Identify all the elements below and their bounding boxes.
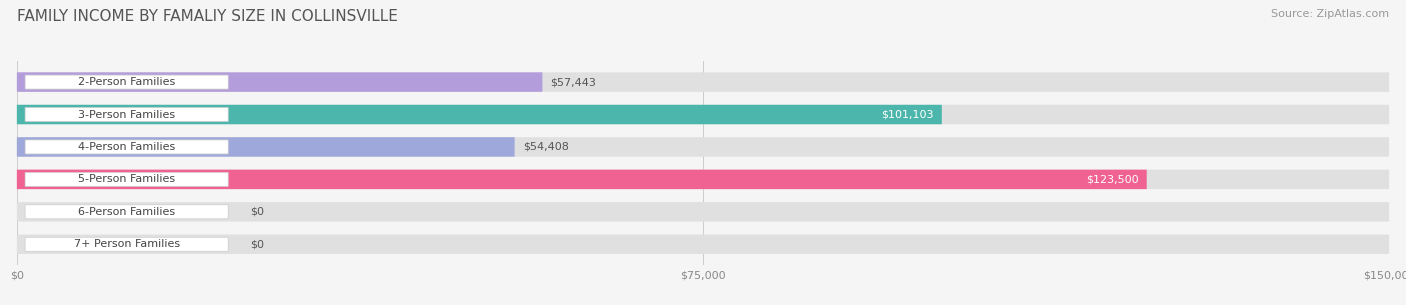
Text: $0: $0 — [250, 239, 264, 249]
Text: $101,103: $101,103 — [882, 109, 934, 120]
Text: $0: $0 — [250, 207, 264, 217]
FancyBboxPatch shape — [25, 237, 228, 251]
Text: $123,500: $123,500 — [1085, 174, 1139, 185]
FancyBboxPatch shape — [17, 72, 543, 92]
FancyBboxPatch shape — [25, 108, 228, 121]
FancyBboxPatch shape — [17, 105, 1389, 124]
Text: 7+ Person Families: 7+ Person Families — [73, 239, 180, 249]
Text: FAMILY INCOME BY FAMALIY SIZE IN COLLINSVILLE: FAMILY INCOME BY FAMALIY SIZE IN COLLINS… — [17, 9, 398, 24]
FancyBboxPatch shape — [17, 170, 1147, 189]
Text: 4-Person Families: 4-Person Families — [77, 142, 176, 152]
Text: 2-Person Families: 2-Person Families — [77, 77, 176, 87]
FancyBboxPatch shape — [25, 205, 228, 219]
FancyBboxPatch shape — [25, 75, 228, 89]
Text: 5-Person Families: 5-Person Families — [79, 174, 176, 185]
FancyBboxPatch shape — [17, 72, 1389, 92]
Text: $57,443: $57,443 — [551, 77, 596, 87]
FancyBboxPatch shape — [17, 137, 1389, 157]
FancyBboxPatch shape — [25, 140, 228, 154]
FancyBboxPatch shape — [17, 235, 1389, 254]
FancyBboxPatch shape — [17, 170, 1389, 189]
FancyBboxPatch shape — [17, 137, 515, 157]
Text: 3-Person Families: 3-Person Families — [79, 109, 176, 120]
Text: Source: ZipAtlas.com: Source: ZipAtlas.com — [1271, 9, 1389, 19]
Text: 6-Person Families: 6-Person Families — [79, 207, 176, 217]
FancyBboxPatch shape — [17, 105, 942, 124]
FancyBboxPatch shape — [25, 172, 228, 186]
Text: $54,408: $54,408 — [523, 142, 568, 152]
FancyBboxPatch shape — [17, 202, 1389, 221]
